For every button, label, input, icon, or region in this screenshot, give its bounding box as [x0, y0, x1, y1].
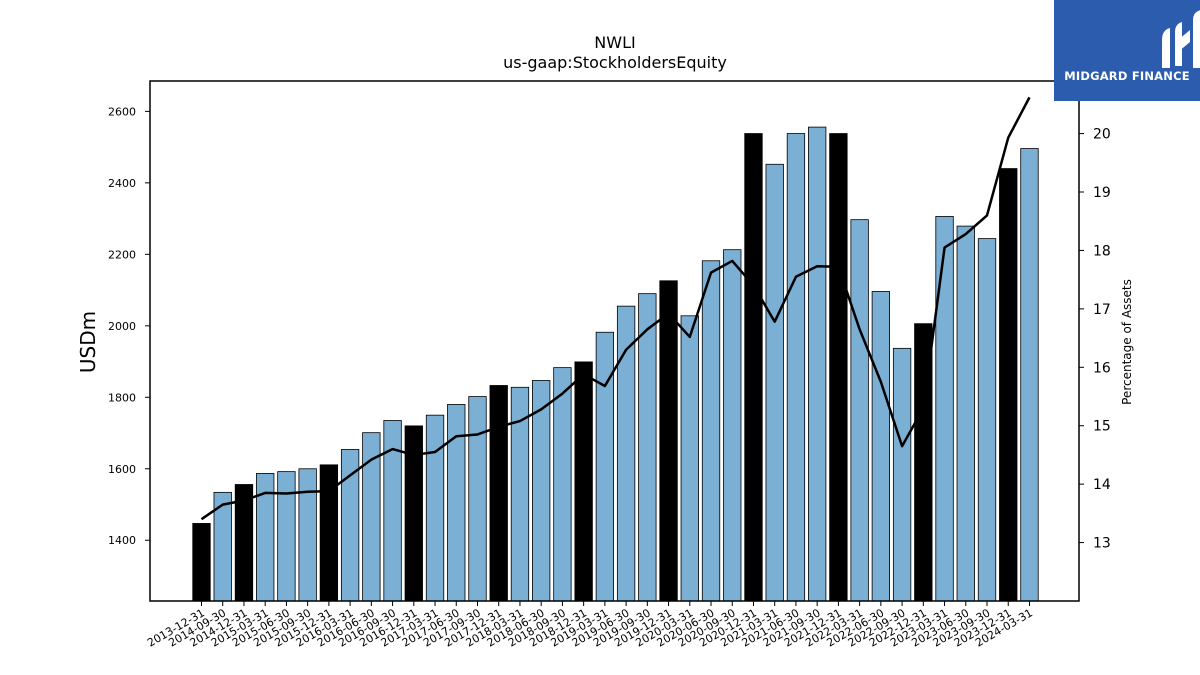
- y-tick-right-label: 16: [1093, 360, 1111, 376]
- bar-2017-06-30: [447, 404, 466, 602]
- y-axis-label-left: USDm: [76, 311, 100, 373]
- line-layer: [200, 96, 1031, 521]
- y-axis-right: 13 14 15 16 17 18 19 20: [1079, 127, 1111, 552]
- bar-2022-06-30: [871, 291, 891, 602]
- bars-layer: [192, 126, 1039, 602]
- bar-2018-09-30: [553, 367, 572, 602]
- bar-2020-06-30: [701, 260, 721, 602]
- y-tick-right-label: 20: [1093, 127, 1111, 143]
- bar-2015-09-30: [298, 468, 317, 602]
- plot-frame: [149, 80, 1080, 602]
- bar-2016-09-30: [383, 420, 402, 602]
- y-tick-left-label: 2200: [108, 248, 136, 261]
- bar-2018-12-31: [574, 361, 593, 602]
- y-tick-left-label: 2400: [108, 177, 136, 190]
- bar-2019-09-30: [638, 293, 657, 602]
- y-tick-left-label: 2600: [108, 105, 136, 118]
- logo-text: MIDGARD FINANCE: [1064, 69, 1190, 83]
- bar-2019-03-31: [595, 331, 615, 602]
- y-tick-right-label: 15: [1093, 419, 1111, 435]
- y-tick-left-label: 1800: [108, 391, 136, 404]
- bar-2020-12-31: [744, 133, 763, 602]
- y-axis-label-right: Percentage of Assets: [1120, 279, 1134, 405]
- bar-2024-03-31: [1020, 148, 1039, 602]
- bar-2021-06-30: [786, 133, 806, 602]
- y-tick-left-label: 1600: [108, 463, 136, 476]
- bar-2017-03-31: [425, 414, 445, 602]
- x-axis: 2013-12-312014-09-302014-12-312015-03-31…: [145, 601, 1035, 650]
- bar-2017-09-30: [468, 396, 487, 602]
- bar-2020-09-30: [723, 249, 742, 602]
- bar-2020-03-31: [680, 315, 699, 602]
- y-tick-right-label: 14: [1093, 477, 1111, 493]
- logo-mark-icon: [1162, 10, 1200, 68]
- chart-title: NWLI: [594, 33, 635, 52]
- bar-2018-03-31: [510, 386, 530, 602]
- y-axis-left: 1400 1600 1800 2000 2200 2400 2600: [108, 105, 150, 547]
- midgard-finance-logo: MIDGARD FINANCE: [1054, 0, 1200, 101]
- bar-2021-09-30: [808, 126, 827, 602]
- bar-2023-12-31: [999, 168, 1018, 602]
- chart-subtitle: us-gaap:StockholdersEquity: [503, 53, 727, 72]
- y-tick-right-label: 18: [1093, 243, 1111, 259]
- bar-2013-12-31: [192, 523, 211, 602]
- y-tick-right-label: 13: [1093, 536, 1111, 552]
- bar-2021-03-31: [765, 163, 784, 602]
- percentage-of-assets-line: [200, 96, 1031, 521]
- bar-2015-06-30: [277, 471, 296, 602]
- bar-2023-09-30: [977, 238, 997, 602]
- bar-2019-12-31: [659, 280, 678, 602]
- y-tick-right-label: 17: [1093, 302, 1111, 318]
- bar-2022-09-30: [892, 347, 912, 602]
- y-tick-left-label: 1400: [108, 534, 136, 547]
- y-tick-right-label: 19: [1093, 185, 1111, 201]
- bar-2022-03-31: [850, 219, 869, 602]
- bar-2017-12-31: [489, 385, 508, 602]
- bar-2023-06-30: [956, 225, 975, 602]
- bar-2021-12-31: [829, 133, 848, 602]
- y-tick-left-label: 2000: [108, 320, 136, 333]
- bar-2023-03-31: [935, 216, 954, 602]
